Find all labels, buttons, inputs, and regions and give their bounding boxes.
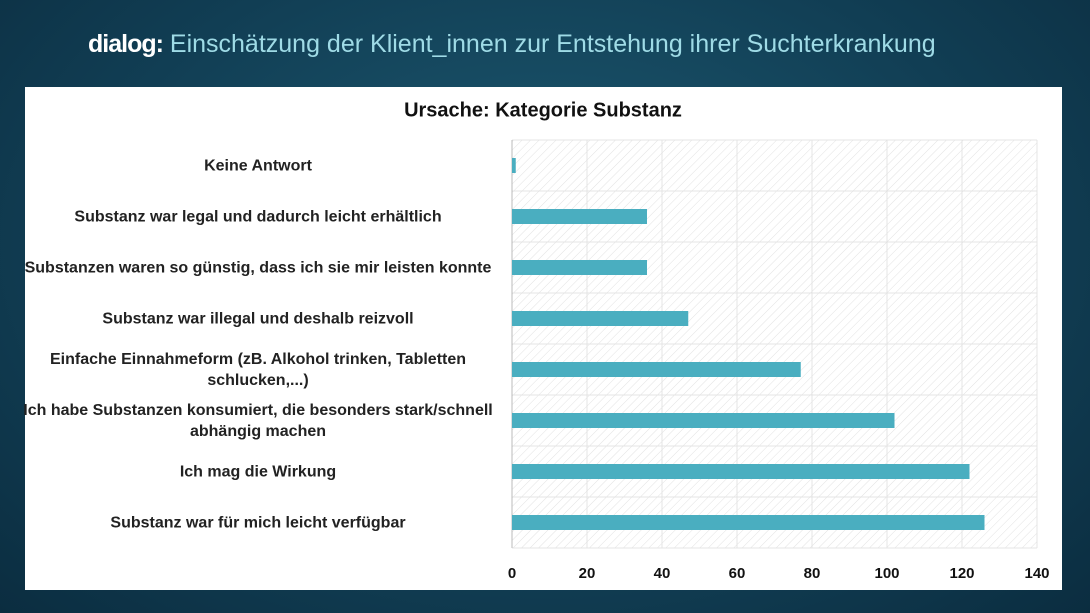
bar [512, 515, 985, 530]
bar [512, 413, 895, 428]
bar [512, 158, 516, 173]
bar [512, 260, 647, 275]
x-tick-label: 0 [508, 565, 516, 582]
slide-header: dialog: Einschätzung der Klient_innen zu… [88, 30, 936, 59]
y-tick-label: Einfache Einnahmeform (zB. Alkohol trink… [49, 350, 467, 389]
bar [512, 362, 801, 377]
x-tick-label: 80 [804, 565, 821, 582]
brand: dialog: [88, 30, 164, 58]
chart-title: Ursache: Kategorie Substanz [404, 99, 682, 121]
bar [512, 209, 647, 224]
y-tick-label: Substanz war illegal und deshalb reizvol… [102, 310, 414, 327]
bar [512, 464, 970, 479]
x-tick-label: 140 [1024, 565, 1049, 582]
x-tick-label: 40 [654, 565, 671, 582]
x-tick-label: 100 [874, 565, 899, 582]
bar [512, 311, 689, 326]
y-tick-label: Ich mag die Wirkung [179, 463, 337, 480]
x-tick-label: 60 [729, 565, 746, 582]
slide-title: Einschätzung der Klient_innen zur Entste… [169, 30, 936, 58]
y-tick-label: Ich habe Substanzen konsumiert, die beso… [23, 401, 493, 440]
x-tick-label: 120 [949, 565, 974, 582]
y-tick-label: Substanz war legal und dadurch leicht er… [74, 208, 442, 225]
y-tick-label: Keine Antwort [204, 157, 312, 174]
x-tick-label: 20 [579, 565, 596, 582]
y-tick-label: Substanzen waren so günstig, dass ich si… [24, 259, 492, 276]
y-tick-label: Substanz war für mich leicht verfügbar [110, 514, 406, 531]
